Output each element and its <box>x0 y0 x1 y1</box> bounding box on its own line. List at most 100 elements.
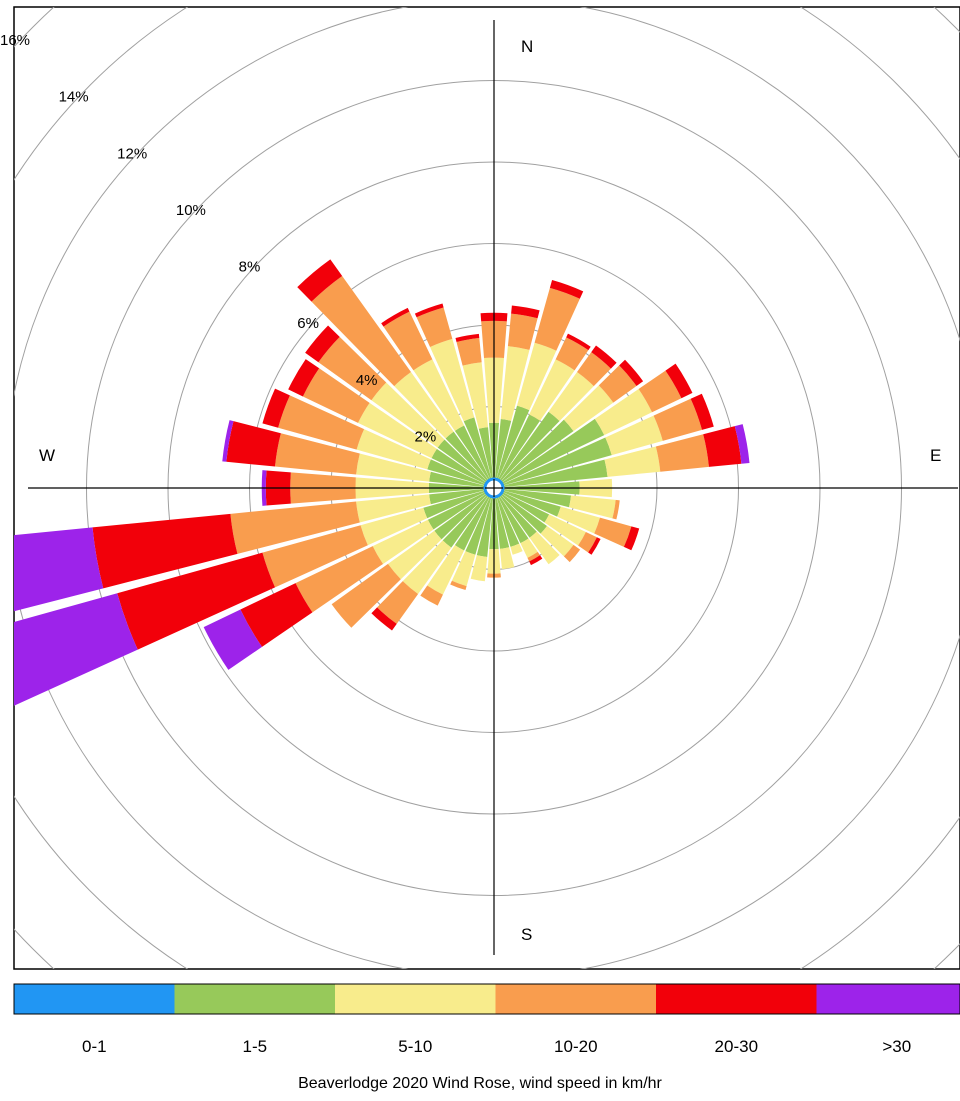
sector-30-bin-4 <box>566 333 591 351</box>
legend-label-4: 20-30 <box>715 1037 758 1056</box>
sector-310-bin-2 <box>371 382 445 448</box>
legend-label-3: 10-20 <box>554 1037 597 1056</box>
sector-230-bin-1 <box>434 492 489 540</box>
sector-230-bin-3 <box>331 563 401 628</box>
sector-60-bin-3 <box>638 370 682 413</box>
sector-110-bin-2 <box>557 506 600 534</box>
sector-240-bin-3 <box>295 546 384 613</box>
ring-label-16-pct: 16% <box>0 32 30 49</box>
sector-210-bin-1 <box>454 494 491 551</box>
sector-350-bin-4 <box>455 333 480 342</box>
sector-80-bin-1 <box>501 459 608 488</box>
sector-70-bin-4 <box>690 393 714 430</box>
sector-100-bin-1 <box>501 488 572 508</box>
sector-220-bin-3 <box>377 581 419 624</box>
legend-swatch-2 <box>335 984 496 1014</box>
sector-340-bin-2 <box>430 338 475 422</box>
legend-swatch-4 <box>656 984 817 1014</box>
sector-20-bin-3 <box>534 287 580 351</box>
sector-340-bin-1 <box>463 417 492 481</box>
ring-label-10-pct: 10% <box>176 202 206 219</box>
sector-120-bin-1 <box>500 491 550 523</box>
sector-220-bin-2 <box>402 540 452 595</box>
sector-10-bin-4 <box>511 305 540 319</box>
sector-280-bin-3 <box>275 433 360 475</box>
sector-50-bin-4 <box>619 359 644 386</box>
compass-axes <box>28 20 958 955</box>
sector-210-bin-3 <box>420 585 443 606</box>
sector-190-bin-2 <box>470 555 488 582</box>
sector-350-bin-1 <box>478 427 494 481</box>
sector-70-bin-3 <box>653 398 703 441</box>
sector-10-bin-3 <box>507 313 538 350</box>
sector-320-bin-3 <box>311 275 411 387</box>
sector-330-bin-4 <box>381 307 410 327</box>
legend-swatch-1 <box>174 984 335 1014</box>
dir-label-west: W <box>39 446 55 465</box>
sector-100-bin-3 <box>612 499 620 520</box>
sector-150-bin-3 <box>527 551 541 562</box>
ring-label-4-pct: 4% <box>356 372 378 389</box>
sector-310-bin-4 <box>305 325 340 363</box>
sector-200-bin-2 <box>451 551 476 587</box>
sector-230-bin-2 <box>387 530 442 580</box>
sector-40-bin-2 <box>548 372 594 422</box>
sector-30-bin-2 <box>529 359 575 421</box>
sector-120-bin-4 <box>588 537 601 555</box>
sector-300-bin-1 <box>431 448 488 485</box>
sector-20-bin-4 <box>549 279 584 299</box>
dir-label-east: E <box>930 446 941 465</box>
sector-150-bin-4 <box>529 555 543 566</box>
sector-160-bin-2 <box>510 543 523 555</box>
sector-110-bin-4 <box>623 526 640 551</box>
legend-swatch-3 <box>495 984 656 1014</box>
sector-260-bin-5 <box>14 527 104 612</box>
sector-310-bin-3 <box>318 336 387 401</box>
sector-50-bin-2 <box>563 385 614 432</box>
sector-40-bin-3 <box>577 352 611 387</box>
sector-150-bin-1 <box>497 494 529 544</box>
sector-250-bin-4 <box>117 552 276 650</box>
sector-290-bin-2 <box>356 429 431 470</box>
sector-140-bin-2 <box>529 531 560 565</box>
sector-280-bin-2 <box>356 453 431 482</box>
chart-title: Beaverlodge 2020 Wind Rose, wind speed i… <box>298 1075 662 1092</box>
legend-frame <box>13 983 960 1015</box>
sector-170-bin-2 <box>499 547 515 570</box>
sector-130-bin-2 <box>540 525 574 557</box>
sector-170-bin-1 <box>494 495 510 549</box>
sector-220-bin-1 <box>442 493 490 548</box>
legend-label-5: >30 <box>882 1037 911 1056</box>
sector-190-bin-1 <box>476 495 494 557</box>
sector-60-bin-4 <box>665 363 693 399</box>
sector-290-bin-3 <box>278 395 365 450</box>
sector-250-bin-3 <box>262 525 368 588</box>
legend-swatch-0 <box>14 984 175 1014</box>
dir-label-south: S <box>521 925 532 944</box>
sector-350-bin-2 <box>462 362 489 429</box>
sector-130-bin-1 <box>499 492 548 534</box>
ring-label-2-pct: 2% <box>415 428 437 445</box>
sector-10-bin-2 <box>500 346 530 421</box>
sector-300-bin-3 <box>302 368 370 423</box>
ring-label-12-pct: 12% <box>117 145 147 162</box>
sector-40-bin-1 <box>498 411 560 483</box>
sector-260-bin-4 <box>92 513 238 589</box>
sector-80-bin-4 <box>703 426 742 467</box>
sector-60-bin-2 <box>594 389 653 436</box>
sector-70-bin-2 <box>605 415 663 456</box>
sector-320-bin-4 <box>297 259 343 302</box>
sector-260-bin-1 <box>429 488 487 505</box>
sector-10-bin-1 <box>494 419 512 481</box>
ring-label-14-pct: 14% <box>59 89 89 106</box>
sector-310-bin-1 <box>437 439 489 484</box>
sector-50-bin-1 <box>499 419 574 484</box>
sector-320-bin-2 <box>394 372 454 439</box>
sector-260-bin-2 <box>356 494 431 523</box>
sector-330-bin-3 <box>383 311 433 371</box>
sector-80-bin-3 <box>655 434 709 472</box>
sector-250-bin-1 <box>423 490 487 519</box>
sector-60-bin-1 <box>500 418 605 485</box>
sector-110-bin-1 <box>501 490 561 517</box>
sector-240-bin-2 <box>372 519 434 564</box>
